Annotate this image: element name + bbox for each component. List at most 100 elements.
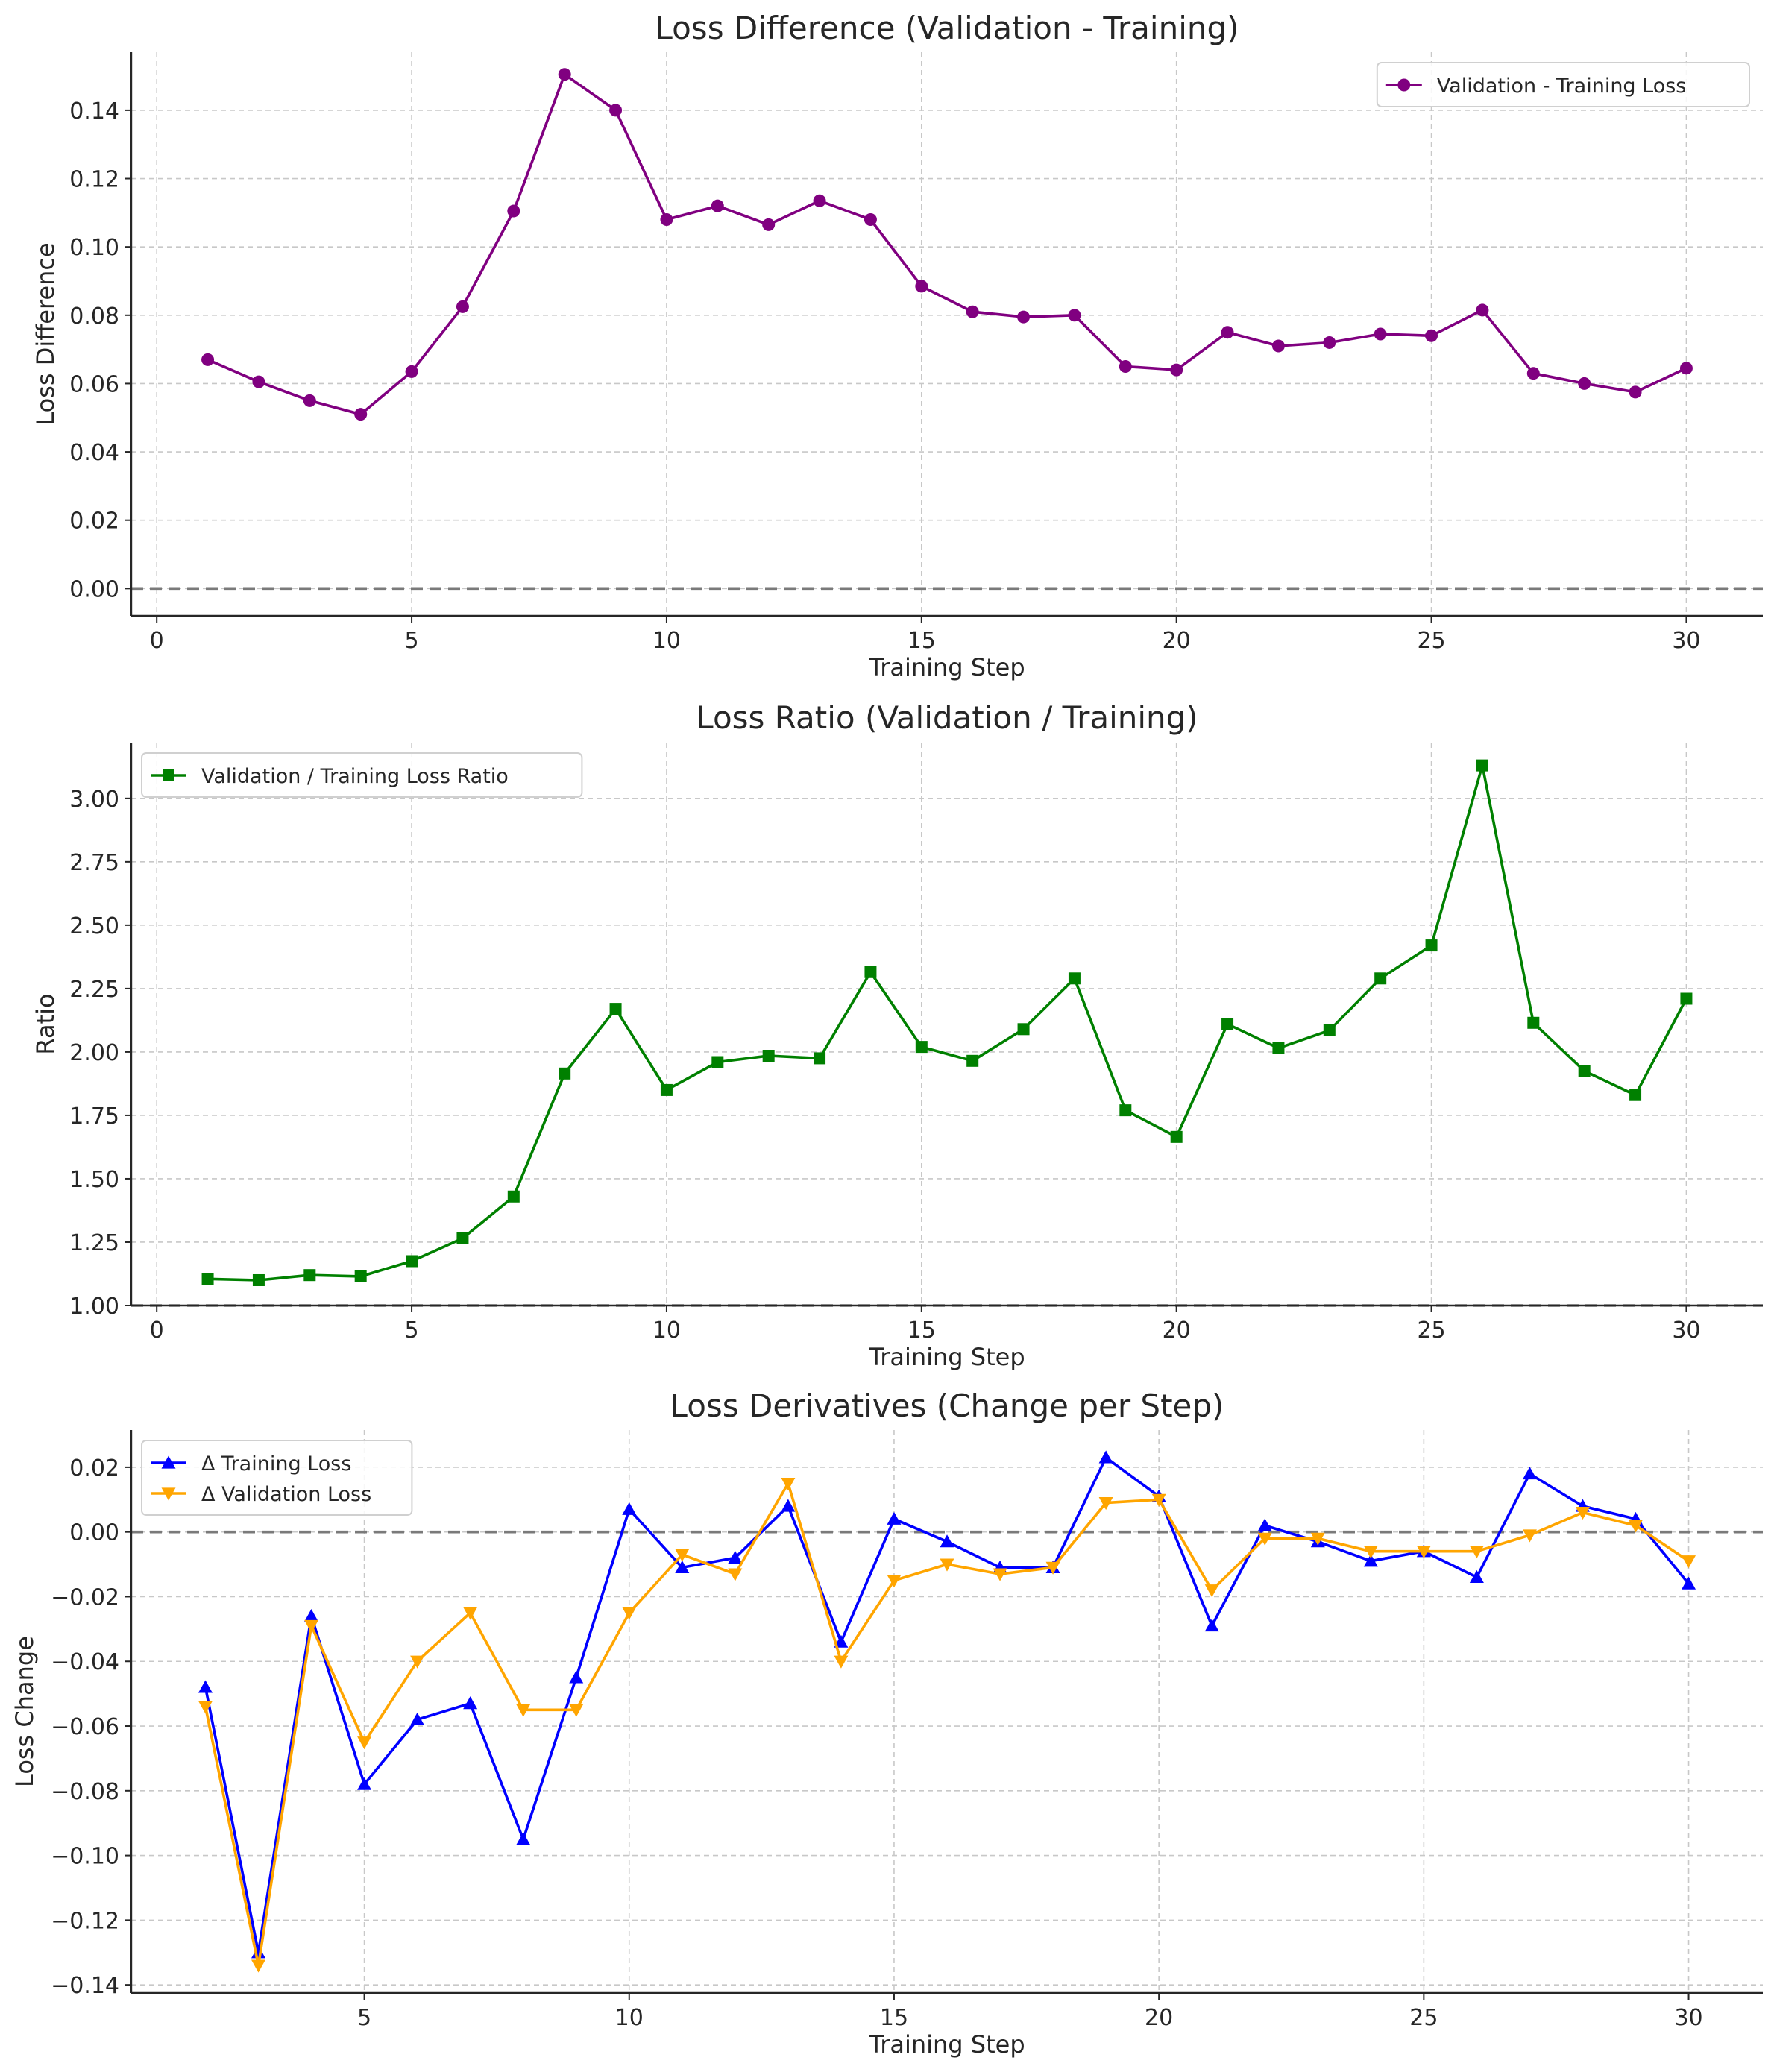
series-line — [204, 1481, 1690, 1967]
data-point — [915, 1041, 928, 1054]
data-point — [1098, 1497, 1113, 1511]
data-point — [1629, 1520, 1644, 1533]
legend-box — [141, 752, 583, 798]
chart-title: Loss Ratio (Validation / Training) — [696, 699, 1198, 736]
data-point — [410, 1655, 425, 1669]
y-tick-label: 0.14 — [69, 98, 119, 125]
data-point — [622, 1607, 637, 1620]
data-point — [1170, 363, 1183, 377]
data-point — [940, 1558, 954, 1572]
data-point — [507, 204, 520, 218]
data-point — [1425, 329, 1438, 342]
data-point — [463, 1696, 478, 1710]
x-tick-label: 10 — [652, 628, 681, 654]
y-tick-label: 2.50 — [69, 913, 119, 939]
data-point — [762, 218, 776, 231]
data-point — [463, 1607, 478, 1620]
data-point — [1629, 385, 1642, 399]
legend-label: Validation / Training Loss Ratio — [201, 765, 509, 788]
data-point — [1374, 972, 1387, 985]
data-point — [569, 1704, 584, 1717]
x-tick-label: 15 — [880, 2005, 908, 2031]
data-point — [728, 1550, 743, 1564]
data-point — [1682, 1555, 1696, 1569]
data-point — [1272, 1042, 1285, 1054]
data-point — [1017, 310, 1031, 324]
data-point — [354, 1270, 367, 1282]
y-tick-label: 2.00 — [69, 1040, 119, 1066]
grid — [131, 52, 1763, 616]
data-point — [252, 375, 265, 388]
y-tick-label: −0.10 — [51, 1844, 119, 1870]
data-point — [1526, 367, 1540, 380]
data-point — [201, 353, 215, 366]
legend-marker — [161, 1455, 176, 1469]
data-point — [762, 1050, 775, 1062]
data-point — [1045, 1561, 1060, 1575]
data-point — [887, 1511, 902, 1525]
x-tick-label: 20 — [1145, 2005, 1173, 2031]
data-point — [781, 1499, 796, 1512]
data-point — [940, 1534, 954, 1548]
data-point — [660, 213, 673, 227]
data-point — [1119, 360, 1132, 374]
x-tick-label: 15 — [908, 1317, 936, 1344]
y-tick-label: 0.00 — [69, 1520, 119, 1546]
y-tick-label: 1.00 — [69, 1294, 119, 1320]
data-point — [728, 1568, 743, 1581]
y-tick-label: −0.04 — [51, 1649, 119, 1675]
data-point — [1257, 1518, 1272, 1531]
data-point — [1476, 303, 1489, 317]
data-point — [1575, 1507, 1590, 1520]
data-point — [814, 1052, 826, 1065]
data-point — [252, 1273, 265, 1286]
data-point — [1522, 1467, 1537, 1480]
y-tick-label: −0.12 — [51, 1908, 119, 1934]
y-tick-label: 0.04 — [69, 440, 119, 466]
data-point — [1682, 1576, 1696, 1590]
data-point — [609, 104, 623, 117]
data-point — [201, 1273, 214, 1285]
data-point — [1068, 972, 1081, 985]
data-point — [1416, 1546, 1431, 1559]
data-point — [660, 1083, 673, 1096]
data-point — [1151, 1493, 1166, 1507]
data-point — [1522, 1529, 1537, 1543]
data-point — [1578, 377, 1591, 390]
data-point — [834, 1655, 849, 1669]
series-2 — [198, 1477, 1696, 1973]
data-point — [1363, 1554, 1378, 1567]
y-tick-label: 0.10 — [69, 235, 119, 261]
data-point — [303, 1269, 316, 1282]
series-line — [207, 763, 1687, 1282]
series-1 — [201, 759, 1693, 1286]
data-point — [1068, 309, 1081, 322]
legend-marker — [161, 1487, 176, 1501]
chart-title: Loss Difference (Validation - Training) — [655, 10, 1239, 46]
grid — [131, 1430, 1763, 1993]
data-point — [304, 1608, 319, 1622]
y-tick-label: 1.50 — [69, 1167, 119, 1193]
data-point — [559, 1067, 571, 1080]
legend-box — [141, 1440, 413, 1516]
data-point — [1119, 1104, 1132, 1117]
data-point — [1310, 1532, 1325, 1546]
data-point — [622, 1502, 637, 1515]
x-tick-label: 30 — [1672, 1317, 1700, 1344]
data-point — [966, 305, 979, 318]
data-point — [1098, 1450, 1113, 1464]
data-point — [1680, 992, 1693, 1005]
data-point — [1323, 1024, 1336, 1037]
data-point — [864, 966, 877, 978]
data-point — [1578, 1065, 1591, 1077]
x-tick-label: 25 — [1417, 628, 1445, 654]
legend-marker — [163, 769, 174, 781]
grid — [131, 743, 1763, 1306]
x-tick-label: 10 — [615, 2005, 644, 2031]
y-tick-label: −0.06 — [51, 1714, 119, 1740]
data-point — [558, 68, 571, 81]
data-point — [781, 1477, 796, 1491]
y-tick-label: 0.00 — [69, 576, 119, 602]
data-point — [675, 1549, 690, 1562]
